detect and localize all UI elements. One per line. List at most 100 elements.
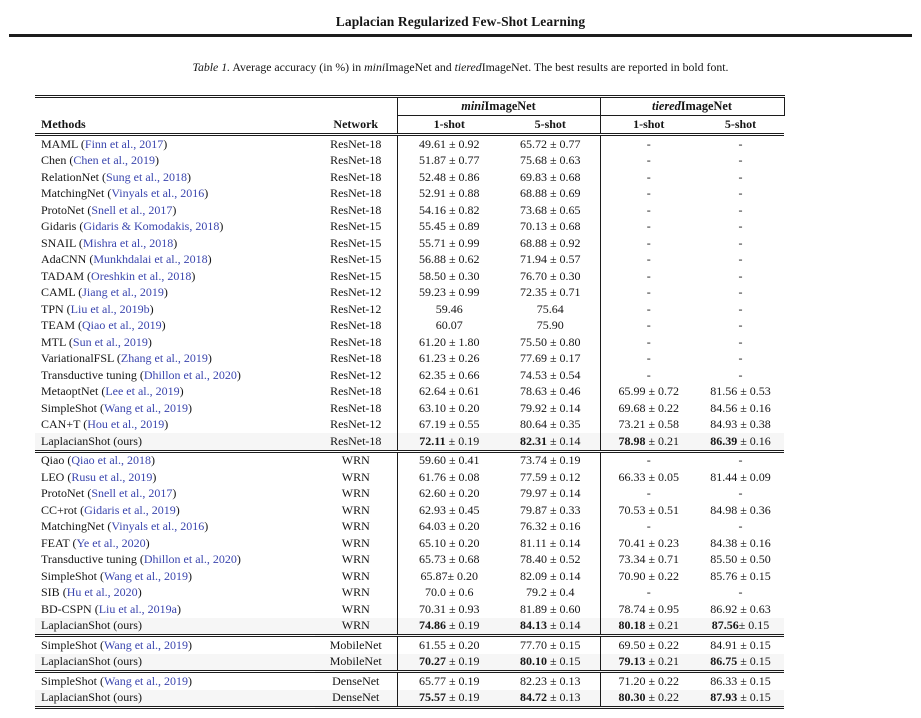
method-cell: SimpleShot (Wang et al., 2019) [41,400,193,415]
citation-link[interactable]: Wang et al., 2019 [104,637,189,652]
mini-5shot-cell: 79.97 ± 0.14 [501,485,601,502]
mini-1shot-cell: 61.20 ± 1.80 [418,334,480,349]
tiered-1shot-cell: - [646,136,651,151]
method-name: LaplacianShot (ours) [41,690,142,705]
table-body: MAML (Finn et al., 2017) ResNet-18 49.61 ±… [35,134,784,709]
table-row: SimpleShot (Wang et al., 2019) ResNet-18 6… [35,400,784,417]
tiered-1shot-cell: 69.68 ± 0.22 [618,400,680,415]
citation-link[interactable]: Jiang et al., 2019 [82,285,164,300]
citation-link[interactable]: Chen et al., 2019 [73,153,155,168]
method-name: BD-CSPN [41,601,92,616]
citation-link[interactable]: Gidaris et al., 2019 [84,502,176,517]
method-name: SIB [41,585,60,600]
citation-link[interactable]: Mishra et al., 2018 [82,235,174,250]
citation-link[interactable]: Qiao et al., 2018 [71,453,151,468]
tiered-1shot-cell: - [646,367,651,382]
tiered-5shot-cell: 85.50 ± 0.50 [710,552,771,567]
citation-link[interactable]: Snell et al., 2017 [91,202,173,217]
mini-5shot-cell: 75.64 [501,301,601,318]
tiered-5shot-cell: 85.76 ± 0.15 [710,568,771,583]
citation-link[interactable]: Ye et al., 2020 [76,535,146,550]
citation-link[interactable]: Lee et al., 2019 [105,384,180,399]
method-cell: CAML (Jiang et al., 2019) [41,285,168,300]
mini-5shot-cell: 73.68 ± 0.65 [501,202,601,219]
tiered-1shot-cell: - [646,301,651,316]
group-header-tieredimagenet: tieredImageNet [600,95,785,116]
citation-link[interactable]: Gidaris & Komodakis, 2018 [83,219,220,234]
method-cell: Qiao (Qiao et al., 2018) [35,449,315,469]
citation-link[interactable]: Qiao et al., 2019 [82,318,162,333]
network-cell: ResNet-18 [315,134,398,153]
group-header-tiered-name: ImageNet [680,98,732,113]
mini-5shot-cell: 82.31 ± 0.14 [501,433,601,451]
method-cell: SimpleShot (Wang et al., 2019) [35,634,315,654]
mini-1shot-cell: 70.0 ± 0.6 [424,585,474,600]
citation-link[interactable]: Munkhdalai et al., 2018 [93,252,208,267]
network-cell: WRN [315,449,398,469]
mini-1shot-cell: 62.64 ± 0.61 [418,384,480,399]
method-cell: MAML (Finn et al., 2017) [41,136,168,151]
tiered-5shot-cell: 86.33 ± 0.15 [697,670,784,690]
citation-link[interactable]: Wang et al., 2019 [104,568,189,583]
citation-link[interactable]: Wang et al., 2019 [104,673,189,688]
citation-link[interactable]: Sun et al., 2019 [72,334,148,349]
table-row: Transductive tuning (Dhillon et al., 202… [35,367,784,384]
network-cell: ResNet-15 [315,268,398,285]
method-cell: BD-CSPN (Liu et al., 2019a) [41,601,181,616]
citation-link[interactable]: Sung et al., 2018 [105,169,187,184]
caption-text: mini [364,60,386,74]
citation-link[interactable]: Wang et al., 2019 [104,400,189,415]
citation-link[interactable]: Oreshkin et al., 2018 [91,268,192,283]
method-name: LaplacianShot (ours) [41,433,142,448]
mini-5shot-cell: 68.88 ± 0.92 [501,235,601,252]
method-cell: AdaCNN (Munkhdalai et al., 2018) [41,252,212,267]
method-name: SimpleShot [41,568,98,583]
network-cell: WRN [315,518,398,535]
network-cell: DenseNet [315,670,398,690]
citation-link[interactable]: Dhillon et al., 2020 [143,552,237,567]
network-cell: ResNet-18 [315,383,398,400]
tiered-5shot-cell: - [738,486,743,501]
network-cell: WRN [315,601,398,618]
mini-5shot-cell: 75.50 ± 0.80 [501,334,601,351]
method-name: MAML [41,136,78,151]
citation-link[interactable]: Hu et al., 2020 [66,585,138,600]
citation-link[interactable]: Liu et al., 2019a [98,601,177,616]
table-row: SimpleShot (Wang et al., 2019) DenseNet 65… [35,670,784,690]
mini-1shot-cell: 52.48 ± 0.86 [418,169,480,184]
mini-5shot-cell: 74.53 ± 0.54 [501,367,601,384]
citation-link[interactable]: Hou et al., 2019 [87,417,165,432]
table-row: Transductive tuning (Dhillon et al., 202… [35,551,784,568]
citation-link[interactable]: Finn et al., 2017 [84,136,164,151]
mini-5shot-cell: 76.70 ± 0.30 [501,268,601,285]
citation-link[interactable]: Liu et al., 2019b [70,301,150,316]
method-name: Gidaris [41,219,77,234]
tiered-1shot-cell: - [646,235,651,250]
citation-link[interactable]: Rusu et al., 2019 [71,469,153,484]
mini-5shot-cell: 78.40 ± 0.52 [501,551,601,568]
table-header: miniImageNet tieredImageNet Methods Netw… [35,95,785,136]
citation-link[interactable]: Vinyals et al., 2016 [111,519,205,534]
method-cell: ProtoNet (Snell et al., 2017) [41,486,177,501]
network-cell: WRN [315,469,398,486]
method-name: SimpleShot [41,400,98,415]
citation-link[interactable]: Snell et al., 2017 [91,486,173,501]
method-cell: SimpleShot (Wang et al., 2019) [41,568,193,583]
method-cell: LaplacianShot (ours) [35,617,315,636]
network-cell: MobileNet [315,634,398,654]
mini-5shot-cell: 72.35 ± 0.71 [501,284,601,301]
mini-1shot-cell: 49.61 ± 0.92 [418,136,480,151]
tiered-1shot-cell: - [646,202,651,217]
tiered-1shot-cell: 73.34 ± 0.71 [618,552,680,567]
method-cell: LaplacianShot (ours) [35,433,315,451]
citation-link[interactable]: Zhang et al., 2019 [120,351,208,366]
citation-link[interactable]: Vinyals et al., 2016 [111,186,205,201]
method-name: VariationalFSL [41,351,114,366]
tiered-5shot-cell: 84.38 ± 0.16 [710,535,771,550]
table-row: ProtoNet (Snell et al., 2017) WRN 62.60 ± … [35,485,784,502]
citation-link[interactable]: Dhillon et al., 2020 [143,367,237,382]
tiered-5shot-cell: 81.56 ± 0.53 [710,384,771,399]
method-name: MetaoptNet [41,384,99,399]
tiered-5shot-cell: - [738,351,743,366]
mini-5shot-cell: 84.72 ± 0.13 [501,689,601,709]
